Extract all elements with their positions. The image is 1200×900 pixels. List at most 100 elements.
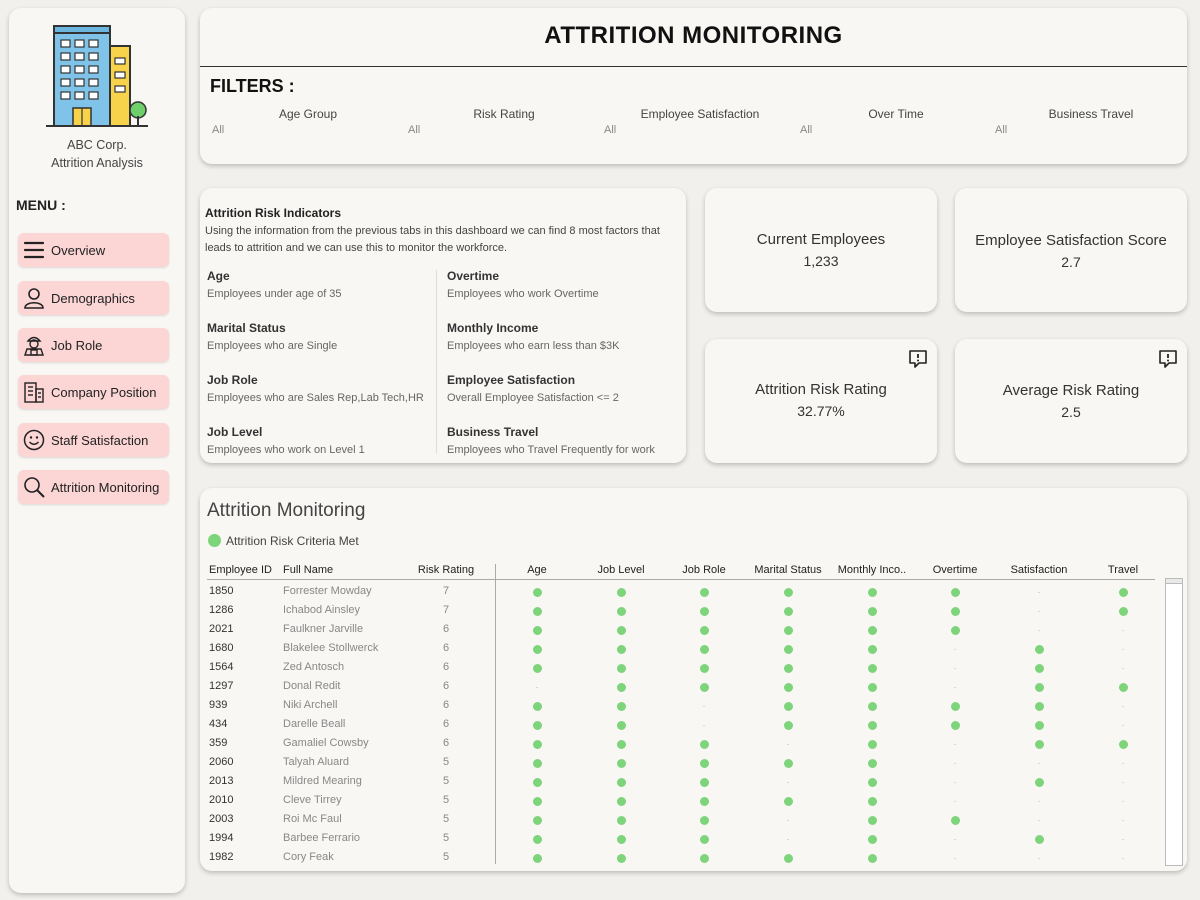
indicator-desc: Employees who work on Level 1 <box>207 444 365 456</box>
column-header[interactable]: Employee ID <box>209 564 272 576</box>
company-name: ABC Corp. Attrition Analysis <box>9 136 185 172</box>
criteria-not-met-mark <box>1122 858 1124 859</box>
scrollbar-thumb[interactable] <box>1165 578 1183 584</box>
criteria-met-dot <box>532 816 542 825</box>
column-header[interactable]: Travel <box>1107 564 1139 576</box>
criteria-not-met-mark <box>787 820 789 821</box>
risk-rating-cell: 6 <box>442 737 450 749</box>
sidebar-item-attrition-monitoring[interactable]: Attrition Monitoring <box>18 470 169 504</box>
column-header[interactable]: Satisfaction <box>1010 564 1068 576</box>
employee-id-cell: 359 <box>209 737 228 749</box>
column-header[interactable]: Monthly Inco.. <box>837 564 907 576</box>
filter-dropdown[interactable]: All <box>604 124 617 136</box>
sidebar-item-label: Overview <box>51 242 106 258</box>
risk-rating-cell: 6 <box>442 661 450 673</box>
criteria-not-met-mark <box>954 763 956 764</box>
criteria-met-dot <box>532 626 542 635</box>
criteria-met-dot <box>616 854 626 863</box>
column-header[interactable]: Job Role <box>682 564 726 576</box>
filter-dropdown[interactable]: All <box>212 124 225 136</box>
filter-dropdown[interactable]: All <box>408 124 421 136</box>
employee-id-cell: 1286 <box>209 604 234 616</box>
legend-label: Attrition Risk Criteria Met <box>226 534 359 548</box>
sidebar-item-job-role[interactable]: Job Role <box>18 328 169 362</box>
criteria-not-met-mark <box>703 725 705 726</box>
column-header[interactable]: Job Level <box>597 564 645 576</box>
criteria-not-met-mark <box>787 782 789 783</box>
criteria-met-dot <box>616 759 626 768</box>
table-scrollbar[interactable] <box>1165 578 1183 866</box>
menu-lines-icon <box>22 238 46 262</box>
criteria-met-dot <box>1034 835 1044 844</box>
indicator-age: Age Employees under age of 35 <box>207 269 437 300</box>
criteria-met-dot <box>1118 607 1128 616</box>
criteria-not-met-mark <box>954 782 956 783</box>
criteria-not-met-mark <box>703 706 705 707</box>
worker-icon <box>22 333 46 357</box>
criteria-met-dot <box>532 854 542 863</box>
employee-id-cell: 434 <box>209 718 228 730</box>
filter-dropdown[interactable]: All <box>800 124 813 136</box>
employee-name-cell: Niki Archell <box>283 699 338 711</box>
employee-name-cell: Faulkner Jarville <box>283 623 364 635</box>
criteria-not-met-mark <box>1122 630 1124 631</box>
building-icon <box>22 380 46 404</box>
indicator-desc: Employees who are Single <box>207 340 338 352</box>
criteria-met-dot <box>867 816 877 825</box>
criteria-not-met-mark <box>1038 592 1040 593</box>
person-icon <box>22 286 46 310</box>
column-header[interactable]: Full Name <box>283 564 334 576</box>
sidebar-item-company-position[interactable]: Company Position <box>18 375 169 409</box>
criteria-met-dot <box>867 778 877 787</box>
column-header[interactable]: Age <box>527 564 547 576</box>
criteria-met-dot <box>783 702 793 711</box>
criteria-met-dot <box>783 588 793 597</box>
criteria-met-dot <box>1034 778 1044 787</box>
criteria-met-dot <box>532 740 542 749</box>
filter-dropdown[interactable]: All <box>995 124 1008 136</box>
criteria-met-dot <box>867 607 877 616</box>
kpi-label: Current Employees <box>756 231 886 248</box>
criteria-met-dot <box>867 721 877 730</box>
criteria-met-dot <box>699 588 709 597</box>
criteria-met-dot <box>616 683 626 692</box>
indicator-name: Job Level <box>207 425 263 439</box>
column-header[interactable]: Risk Rating <box>417 564 475 576</box>
criteria-met-dot <box>616 816 626 825</box>
criteria-not-met-mark <box>954 801 956 802</box>
criteria-not-met-mark <box>787 839 789 840</box>
criteria-met-dot <box>532 702 542 711</box>
criteria-met-dot <box>699 626 709 635</box>
filter-business-travel: Business Travel All <box>993 107 1189 145</box>
filter-label: Employee Satisfaction <box>640 107 760 121</box>
criteria-met-dot <box>950 626 960 635</box>
sidebar-item-overview[interactable]: Overview <box>18 233 169 267</box>
sidebar-item-staff-satisfaction[interactable]: Staff Satisfaction <box>18 423 169 457</box>
filter-label: Over Time <box>868 107 924 121</box>
risk-rating-cell: 7 <box>442 585 450 597</box>
info-comment-icon[interactable] <box>908 349 928 369</box>
criteria-met-dot <box>950 702 960 711</box>
employee-id-cell: 2021 <box>209 623 234 635</box>
indicator-name: Business Travel <box>447 425 539 439</box>
criteria-met-dot <box>532 607 542 616</box>
criteria-met-dot <box>867 626 877 635</box>
criteria-met-dot <box>699 683 709 692</box>
criteria-not-met-mark <box>1122 763 1124 764</box>
filter-over-time: Over Time All <box>798 107 994 145</box>
indicator-desc: Employees who Travel Frequently for work <box>447 444 655 456</box>
indicator-business-travel: Business Travel Employees who Travel Fre… <box>447 425 677 456</box>
column-header[interactable]: Overtime <box>932 564 978 576</box>
column-header[interactable]: Marital Status <box>754 564 822 576</box>
criteria-met-dot <box>616 607 626 616</box>
indicator-divider <box>436 270 437 454</box>
sidebar-item-demographics[interactable]: Demographics <box>18 281 169 315</box>
info-comment-icon[interactable] <box>1158 349 1178 369</box>
criteria-met-dot <box>532 835 542 844</box>
indicator-desc: Employees under age of 35 <box>207 288 342 300</box>
employee-name-cell: Mildred Mearing <box>283 775 362 787</box>
criteria-met-dot <box>532 778 542 787</box>
employee-id-cell: 1680 <box>209 642 234 654</box>
kpi-value: 2.7 <box>1061 254 1081 270</box>
criteria-met-dot <box>783 645 793 654</box>
